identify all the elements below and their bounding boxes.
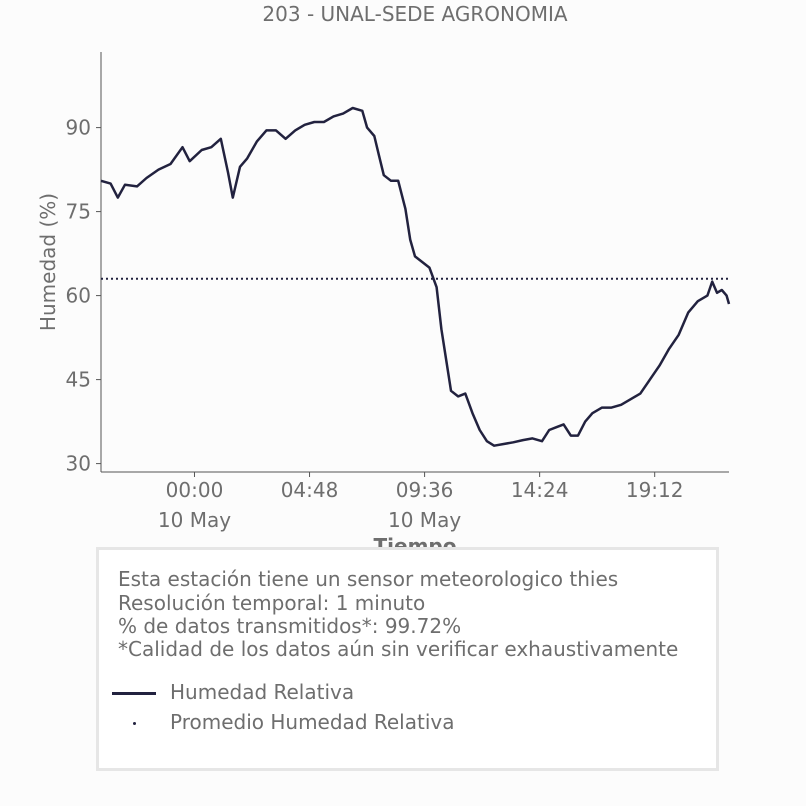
y-tick-label: 45 bbox=[66, 368, 91, 392]
chart-title: 203 - UNAL-SEDE AGRONOMIA bbox=[262, 2, 567, 26]
y-tick-label: 60 bbox=[66, 284, 91, 308]
x-tick-label: 14:24 bbox=[511, 478, 569, 502]
info-transmitted-text: % de datos transmitidos*: 99.72% bbox=[118, 614, 462, 638]
x-tick-date-label: 10 May bbox=[158, 508, 231, 532]
info-sensor-text: Esta estación tiene un sensor meteorolog… bbox=[118, 567, 619, 591]
legend-label-humedad: Humedad Relativa bbox=[170, 680, 355, 704]
y-axis-label: Humedad (%) bbox=[36, 193, 60, 331]
y-tick-label: 75 bbox=[66, 200, 91, 224]
info-quality-text: *Calidad de los datos aún sin verificar … bbox=[118, 637, 679, 661]
info-box: Esta estación tiene un sensor meteorolog… bbox=[96, 547, 719, 771]
legend-label-promedio: Promedio Humedad Relativa bbox=[170, 710, 455, 734]
x-tick-label: 04:48 bbox=[281, 478, 339, 502]
x-tick-label: 09:36 bbox=[396, 478, 454, 502]
y-tick-label: 30 bbox=[66, 452, 91, 476]
legend-dot-swatch bbox=[133, 722, 136, 725]
info-resolution-text: Resolución temporal: 1 minuto bbox=[118, 591, 426, 615]
humidity-series-line bbox=[100, 106, 731, 447]
x-ticks: 00:00 10 May 04:48 09:36 10 May 14:24 19:12 bbox=[158, 472, 684, 532]
x-tick-date-label: 10 May bbox=[388, 508, 461, 532]
x-tick-label: 19:12 bbox=[626, 478, 684, 502]
legend-line-swatch bbox=[112, 692, 156, 695]
y-tick-label: 90 bbox=[66, 116, 91, 140]
series-layer bbox=[100, 106, 731, 447]
x-tick-label: 00:00 bbox=[166, 478, 224, 502]
y-ticks: 30 45 60 75 90 bbox=[66, 116, 101, 476]
